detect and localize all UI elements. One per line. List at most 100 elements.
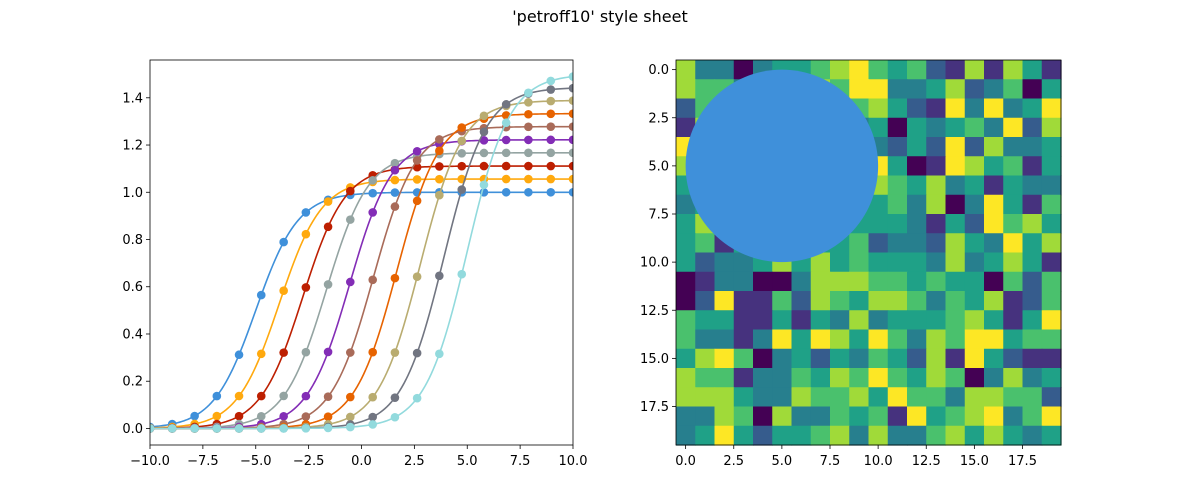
heatmap-cell-15-3 (733, 348, 754, 369)
series-10-point-19 (546, 76, 556, 86)
right-y-tick-label-8: 17.5 (640, 400, 669, 415)
heatmap-cell-3-12 (907, 117, 927, 138)
heatmap-cell-6-13 (926, 175, 947, 196)
heatmap-cell-5-18 (1022, 156, 1043, 177)
series-3-point-8 (301, 283, 311, 292)
series-7-point-14 (435, 146, 444, 156)
series-9-point-13 (412, 348, 422, 358)
series-4-point-16 (479, 148, 489, 158)
heatmap-cell-14-1 (695, 329, 716, 350)
heatmap-cell-12-1 (695, 291, 716, 311)
heatmap-cell-11-13 (926, 271, 947, 292)
series-3-point-15 (457, 161, 467, 171)
heatmap-cell-3-10 (868, 117, 889, 138)
series-2-point-8 (301, 229, 311, 239)
heatmap-cell-1-12 (907, 79, 927, 100)
heatmap-cell-16-6 (791, 368, 812, 388)
series-2-point-14 (435, 174, 444, 184)
series-4-point-17 (501, 148, 511, 158)
heatmap-cell-9-10 (868, 233, 889, 254)
series-5-point-8 (301, 391, 311, 401)
series-4-point-7 (279, 391, 288, 401)
series-1-point-11 (368, 188, 378, 198)
heatmap-cell-9-14 (945, 233, 966, 254)
heatmap-cell-19-11 (887, 425, 908, 446)
series-2-point-18 (524, 174, 533, 184)
line-plot-area (150, 72, 573, 433)
series-10-point-6 (256, 424, 266, 433)
heatmap-cell-17-10 (868, 387, 889, 408)
heatmap-cell-8-16 (984, 214, 1004, 234)
heatmap-cell-16-16 (984, 368, 1004, 388)
heatmap-cell-19-17 (1003, 425, 1024, 446)
heatmap-cell-15-11 (887, 348, 908, 369)
heatmap-cell-13-15 (964, 310, 985, 331)
heatmap-cell-8-11 (887, 214, 908, 234)
heatmap-cell-19-0 (676, 425, 696, 446)
heatmap-cell-16-3 (733, 368, 754, 388)
left-x-tick-label-2: −7.5 (187, 454, 219, 469)
heatmap-cell-3-18 (1022, 117, 1043, 138)
heatmap-cell-12-13 (926, 291, 947, 311)
heatmap-cell-7-17 (1003, 194, 1024, 215)
heatmap-cell-13-17 (1003, 310, 1024, 331)
series-7-point-15 (457, 123, 467, 132)
heatmap-cell-5-11 (887, 156, 908, 177)
heatmap-cell-17-18 (1022, 387, 1043, 408)
heatmap-cell-14-0 (676, 329, 696, 350)
heatmap-cell-15-0 (676, 348, 696, 369)
heatmap-cell-12-12 (907, 291, 927, 311)
heatmap-cell-17-13 (926, 387, 947, 408)
series-4-point-9 (323, 280, 333, 289)
heatmap-cell-1-13 (926, 79, 947, 100)
heatmap-cell-2-15 (964, 98, 985, 119)
series-9-point-14 (435, 271, 444, 281)
heatmap-cell-14-6 (791, 329, 812, 350)
heatmap-cell-10-2 (714, 252, 735, 273)
heatmap-cell-16-15 (964, 368, 985, 388)
heatmap-cell-9-13 (926, 233, 947, 254)
heatmap-cell-11-5 (772, 271, 793, 292)
series-5-point-19 (546, 135, 556, 145)
heatmap-cell-7-19 (1041, 194, 1062, 215)
series-3-point-18 (524, 161, 533, 171)
heatmap-cell-13-2 (714, 310, 735, 331)
heatmap-cell-0-8 (830, 60, 850, 80)
heatmap-cell-4-14 (945, 137, 966, 157)
heatmap-cell-19-2 (714, 425, 735, 446)
series-4-point-20 (568, 148, 573, 158)
heatmap-cell-18-1 (695, 406, 716, 427)
heatmap-cell-11-16 (984, 271, 1004, 292)
heatmap-cell-18-15 (964, 406, 985, 427)
heatmap-cell-0-10 (868, 60, 889, 80)
heatmap-cell-0-15 (964, 60, 985, 80)
heatmap-cell-18-2 (714, 406, 735, 427)
heatmap-cell-15-1 (695, 348, 716, 369)
heatmap-cell-14-19 (1041, 329, 1062, 350)
heatmap-cell-10-12 (907, 252, 927, 273)
series-1-point-4 (212, 391, 222, 401)
heatmap-cell-16-12 (907, 368, 927, 388)
left-y-tick-label-6: 1.0 (122, 186, 143, 201)
left-y-tick-label-3: 0.4 (122, 327, 143, 342)
series-4-point-6 (256, 411, 266, 421)
series-1-point-17 (501, 187, 511, 197)
series-2-point-9 (323, 197, 333, 206)
heatmap-cell-19-18 (1022, 425, 1043, 446)
heatmap-cell-16-17 (1003, 368, 1024, 388)
heatmap-cell-10-11 (887, 252, 908, 273)
heatmap-cell-12-9 (849, 291, 870, 311)
heatmap-cell-11-2 (714, 271, 735, 292)
heatmap-cell-2-0 (676, 98, 696, 119)
series-2-point-6 (256, 349, 266, 359)
left-x-tick-label-7: 5.0 (457, 454, 478, 469)
heatmap-cell-16-0 (676, 368, 696, 388)
heatmap-cell-13-7 (810, 310, 831, 331)
heatmap-cell-9-17 (1003, 233, 1024, 254)
heatmap-cell-10-8 (830, 252, 850, 273)
heatmap-area (676, 60, 1062, 446)
right-axes-frame (675, 59, 1062, 446)
series-8-point-20 (568, 96, 573, 105)
heatmap-cell-10-18 (1022, 252, 1043, 273)
